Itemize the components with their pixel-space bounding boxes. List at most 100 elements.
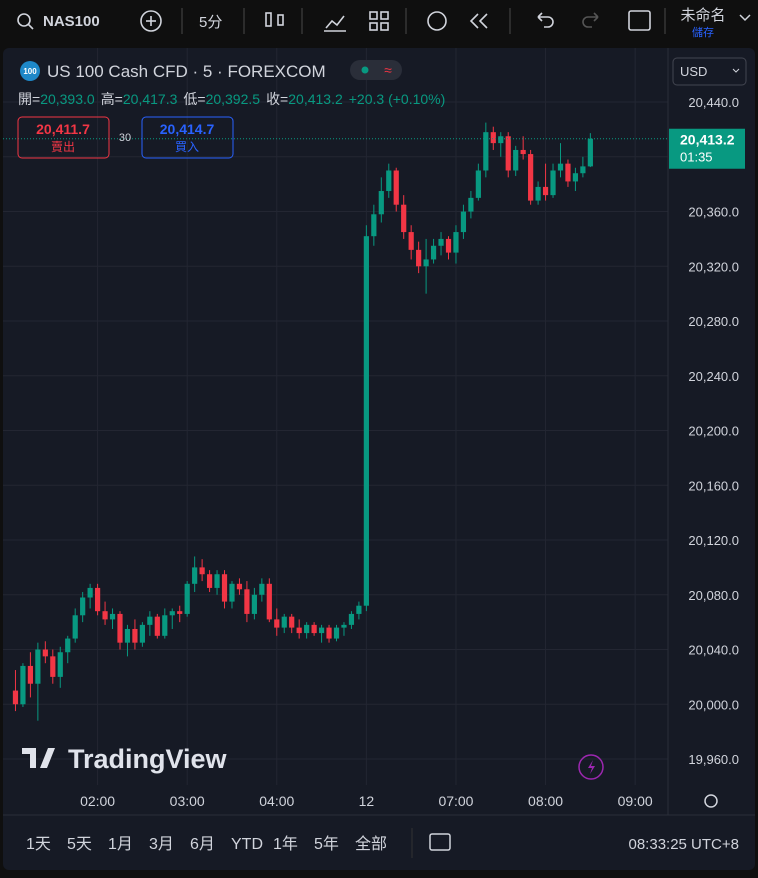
candle-body <box>42 649 48 657</box>
candle-body <box>50 656 56 677</box>
y-tick-label: 20,200.0 <box>688 424 739 439</box>
candle-body <box>572 173 579 182</box>
candle-body <box>483 132 489 171</box>
goto-date[interactable] <box>429 833 451 851</box>
layout-menu[interactable] <box>739 14 751 22</box>
candle-body <box>87 587 93 598</box>
candle-body <box>139 624 145 643</box>
watermark: TradingView <box>68 744 228 774</box>
layout-name[interactable]: 未命名 <box>680 6 725 24</box>
watermark-logo <box>22 748 55 768</box>
candle-body <box>244 589 250 614</box>
sell-price[interactable]: 20,411.7 <box>36 121 90 137</box>
candle-body <box>20 665 26 705</box>
legend-value: 20,393.0 <box>40 91 95 107</box>
range-button[interactable]: 全部 <box>355 835 387 853</box>
candle-body <box>513 149 519 171</box>
chart-title[interactable]: US 100 Cash CFD · 5 · FOREXCOM <box>47 62 326 81</box>
delay-icon: ≈ <box>384 62 392 78</box>
candle-body <box>259 583 265 595</box>
range-button[interactable]: 6月 <box>190 836 215 853</box>
candle-body <box>333 627 340 639</box>
range-button[interactable]: 5天 <box>67 836 92 853</box>
candle-body <box>304 624 310 634</box>
y-tick-label: 20,000.0 <box>688 697 739 712</box>
interval[interactable]: 5分 <box>199 14 222 31</box>
candle-body <box>416 249 422 267</box>
plot-area <box>3 48 668 785</box>
candle-body <box>423 259 429 267</box>
candle-body <box>468 197 474 212</box>
undo-icon[interactable] <box>537 12 554 28</box>
candle-body <box>438 238 444 246</box>
candle-body <box>206 574 213 588</box>
candle-body <box>169 611 175 616</box>
candle-body <box>162 615 168 636</box>
buy-label[interactable]: 買入 <box>175 140 199 154</box>
buy-button[interactable] <box>141 116 234 159</box>
alert-icon[interactable] <box>427 11 447 31</box>
currency-select[interactable] <box>672 57 747 86</box>
add-icon[interactable] <box>140 10 162 32</box>
y-tick-label: 20,360.0 <box>688 205 739 220</box>
range-button[interactable]: 1月 <box>108 836 133 853</box>
candle-body <box>132 628 138 643</box>
range-button[interactable]: 5年 <box>314 835 339 853</box>
save-status[interactable]: 儲存 <box>692 25 714 39</box>
spread: 30 <box>119 132 131 144</box>
x-tick-label: 03:00 <box>170 793 205 809</box>
clock[interactable]: 08:33:25 UTC+8 <box>629 836 740 853</box>
currency[interactable]: USD <box>680 64 707 79</box>
candle-body <box>550 170 556 196</box>
y-tick-label: 20,320.0 <box>688 259 739 274</box>
range-button[interactable]: 1天 <box>26 836 51 853</box>
status-pill[interactable] <box>350 60 402 80</box>
range-button[interactable]: YTD <box>231 836 263 853</box>
candle-body <box>341 624 347 628</box>
search-icon[interactable] <box>17 13 31 27</box>
candle-body <box>12 690 19 705</box>
template-icon[interactable] <box>369 11 378 20</box>
candle-body <box>587 138 593 167</box>
candle-icon[interactable] <box>265 12 272 27</box>
indicator-icon[interactable] <box>324 15 346 32</box>
candle-body <box>177 611 183 614</box>
lightning-icon <box>588 760 595 774</box>
x-tick-label: 07:00 <box>438 793 473 809</box>
range-button[interactable]: 3月 <box>149 836 174 853</box>
replay-icon[interactable] <box>469 13 488 29</box>
y-tick-label: 20,080.0 <box>688 588 739 603</box>
legend-key: 高= <box>101 91 123 107</box>
candle-body <box>154 616 160 636</box>
legend-value: 20,413.2 <box>288 91 343 107</box>
sell-label[interactable]: 賣出 <box>51 139 75 154</box>
lightning-button[interactable] <box>578 754 604 780</box>
redo-icon[interactable] <box>582 12 599 28</box>
candle-body <box>281 616 287 628</box>
y-tick-label: 20,160.0 <box>688 478 739 493</box>
buy-price[interactable]: 20,414.7 <box>160 121 215 137</box>
candle-body <box>528 154 534 201</box>
legend-key: 低= <box>183 91 205 107</box>
y-tick-label: 19,960.0 <box>688 752 739 767</box>
settings-icon[interactable] <box>704 794 718 808</box>
candle-body <box>505 136 511 171</box>
candle-body <box>378 191 384 215</box>
range-button[interactable]: 1年 <box>273 835 298 853</box>
candle-body <box>35 649 41 684</box>
candle-body <box>102 611 108 620</box>
fullscreen-icon[interactable] <box>628 10 651 31</box>
sell-button[interactable] <box>17 116 110 159</box>
symbol[interactable]: NAS100 <box>43 13 100 30</box>
candle-body <box>490 132 496 144</box>
candle-body <box>386 170 392 192</box>
candle-body <box>430 245 437 260</box>
candle-body <box>557 163 564 171</box>
candle-body <box>475 170 481 198</box>
x-tick-label: 09:00 <box>618 793 653 809</box>
x-tick-label: 02:00 <box>80 793 115 809</box>
candle-body <box>356 605 362 614</box>
last-price-box <box>669 128 745 169</box>
